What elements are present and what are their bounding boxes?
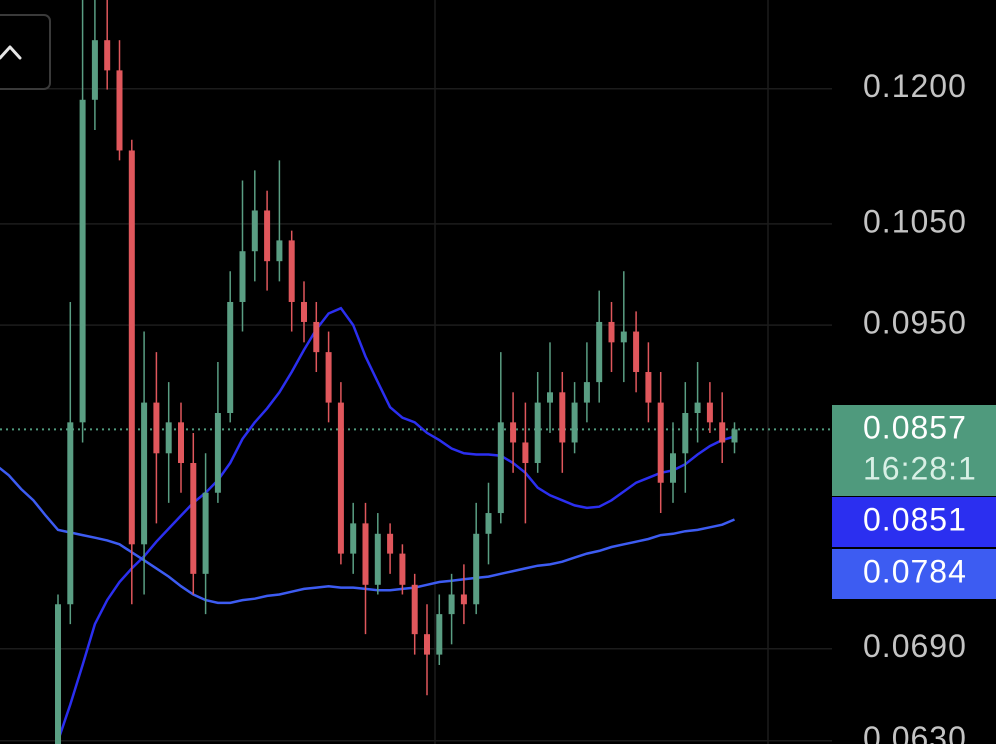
candle-body [325,352,332,403]
countdown-label: 16:28:1 [863,450,977,486]
y-tick-label: 0.0690 [863,628,967,664]
candle-body [202,492,209,574]
candle-body [620,331,627,343]
candle-body [387,533,394,554]
candle-body [214,413,221,493]
candle-body [288,240,295,302]
candle-body [448,594,455,615]
last-price-badge [832,405,996,496]
candle-body [731,429,738,443]
candle-body [534,402,541,464]
candle-body [559,392,566,443]
candle-body [301,301,307,322]
candle-body [141,402,148,545]
candle-body [706,402,713,423]
candle-body [670,453,676,483]
chevron-up-icon[interactable] [0,45,22,60]
candle-body [571,402,578,443]
candle-body [485,513,492,534]
candle-body [251,210,258,252]
candles [55,0,738,744]
price-axis: 0.1200 0.1050 0.0950 0.0690 0.0630 0.0857 16:2… [832,68,996,744]
ma-value-label: 0.0784 [863,553,967,589]
candle-body [67,422,74,605]
ma-badge [832,497,996,547]
candle-body [337,402,344,554]
candle-body [497,422,504,514]
candle-body [374,533,381,585]
candle-body [276,240,283,262]
candle-body [362,523,369,585]
candle-body [153,402,160,454]
candle-body [104,40,111,71]
candle-body [596,321,603,383]
candle-body [682,413,689,454]
candle-body [522,442,529,464]
candle-body [190,463,197,574]
y-tick-label: 0.1050 [863,203,967,239]
candle-body [79,99,86,423]
ma-value-label: 0.0851 [863,501,967,537]
candle-body [399,553,406,585]
y-tick-label: 0.0630 [863,720,967,744]
y-tick-label: 0.1200 [863,68,967,104]
candle-body [227,301,234,414]
ma-badge [832,549,996,599]
candle-body [424,634,430,655]
moving-average-line [56,306,735,742]
candle-body [633,331,640,373]
candle-body [116,70,123,151]
candle-body [55,604,61,744]
candle-body [239,251,246,302]
candle-body [694,402,701,414]
candle-body [411,584,418,635]
candle-body [510,422,517,443]
grid [0,88,832,742]
candle-body [350,523,357,554]
candle-body [165,422,172,454]
candle-body [178,422,184,464]
last-price-label: 0.0857 [863,409,967,445]
candle-body [719,422,726,443]
candle-body [547,392,553,403]
candle-body [91,40,98,100]
candle-body [657,402,664,483]
y-tick-label: 0.0950 [863,305,967,341]
candle-body [128,150,135,545]
candle-body [264,210,271,262]
candle-body [645,372,652,403]
candle-body [313,321,320,353]
candle-body [473,533,480,605]
candle-body [436,614,443,655]
candle-body [608,321,615,343]
collapse-button[interactable] [0,14,51,90]
button-frame[interactable] [0,14,51,90]
candle-body [583,382,590,403]
candle-body [460,594,467,605]
